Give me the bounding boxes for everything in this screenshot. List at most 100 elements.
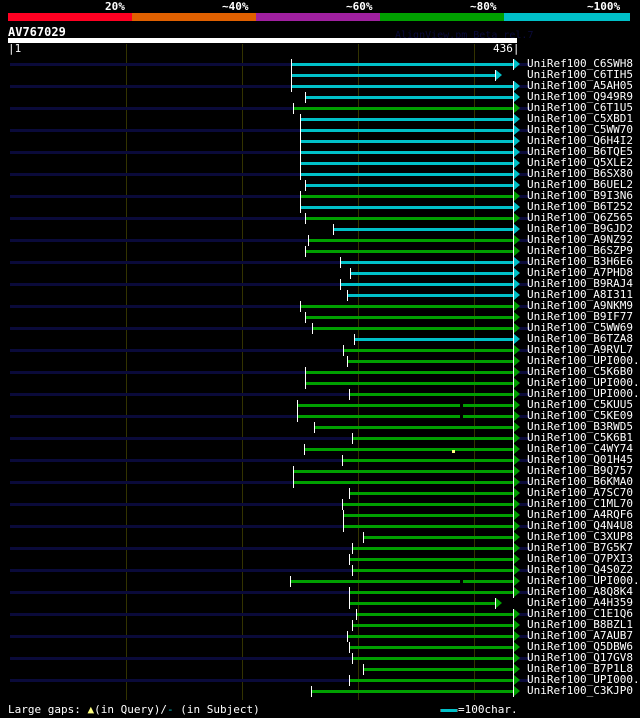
hit-row[interactable]: UniRef100_C6T1U5 [0,101,640,114]
alignment-bar[interactable] [303,448,513,451]
hit-row[interactable]: UniRef100_Q5XLE2 [0,156,640,169]
hit-row[interactable]: UniRef100_C6TIH5 [0,68,640,81]
hit-label[interactable]: UniRef100_Q4N4U8 [527,519,633,532]
alignment-bar[interactable] [346,294,513,297]
alignment-bar[interactable] [349,393,513,396]
alignment-bar[interactable] [332,228,513,231]
alignment-bar[interactable] [350,272,513,275]
hit-row[interactable]: UniRef100_B6TQE5 [0,145,640,158]
hit-label[interactable]: UniRef100_B7G5K7 [527,541,633,554]
hit-row[interactable]: UniRef100_C6SWH8 [0,57,640,70]
alignment-bar[interactable] [289,580,513,583]
alignment-bar[interactable] [352,569,513,572]
hit-row[interactable]: UniRef100_C5WW70 [0,123,640,136]
hit-row[interactable]: UniRef100_B3RWD5 [0,420,640,433]
hit-label[interactable]: UniRef100_Q5XLE2 [527,156,633,169]
hit-label[interactable]: UniRef100_Q6Z565 [527,211,633,224]
alignment-bar[interactable] [293,481,513,484]
hit-row[interactable]: UniRef100_A7AUB7 [0,629,640,642]
alignment-bar[interactable] [314,426,513,429]
alignment-bar[interactable] [352,547,513,550]
hit-label[interactable]: UniRef100_UPI000.. [527,574,640,587]
hit-label[interactable]: UniRef100_B9IF77 [527,310,633,323]
hit-row[interactable]: UniRef100_C4WY74 [0,442,640,455]
hit-label[interactable]: UniRef100_A7SC70 [527,486,633,499]
hit-label[interactable]: UniRef100_B3H6E6 [527,255,633,268]
alignment-bar[interactable] [343,525,513,528]
hit-label[interactable]: UniRef100_B7P1L8 [527,662,633,675]
hit-label[interactable]: UniRef100_B9RAJ4 [527,277,633,290]
alignment-bar[interactable] [290,74,496,77]
hit-label[interactable]: UniRef100_C5K6B0 [527,365,633,378]
alignment-bar[interactable] [349,646,513,649]
hit-label[interactable]: UniRef100_UPI000.. [527,354,640,367]
hit-label[interactable]: UniRef100_C5KE09 [527,409,633,422]
hit-label[interactable]: UniRef100_B9Q757 [527,464,633,477]
alignment-bar[interactable] [362,536,513,539]
hit-label[interactable]: UniRef100_C6T1U5 [527,101,633,114]
alignment-bar[interactable] [339,283,513,286]
hit-label[interactable]: UniRef100_C5KUU5 [527,398,633,411]
hit-label[interactable]: UniRef100_C6SWH8 [527,57,633,70]
hit-label[interactable]: UniRef100_Q5DBW6 [527,640,633,653]
hit-row[interactable]: UniRef100_B6SX80 [0,167,640,180]
hit-label[interactable]: UniRef100_A9NZ92 [527,233,633,246]
hit-label[interactable]: UniRef100_A8I311 [527,288,633,301]
hit-row[interactable]: UniRef100_A5AH05 [0,79,640,92]
hit-label[interactable]: UniRef100_B6TQE5 [527,145,633,158]
alignment-bar[interactable] [304,316,513,319]
hit-row[interactable]: UniRef100_B9I3N6 [0,189,640,202]
alignment-bar[interactable] [300,140,513,143]
hit-label[interactable]: UniRef100_A9RVL7 [527,343,633,356]
hit-row[interactable]: UniRef100_B9GJD2 [0,222,640,235]
hit-label[interactable]: UniRef100_C5XBD1 [527,112,633,125]
alignment-bar[interactable] [343,349,513,352]
hit-label[interactable]: UniRef100_A7AUB7 [527,629,633,642]
alignment-bar[interactable] [304,217,513,220]
hit-row[interactable]: UniRef100_Q17GV8 [0,651,640,664]
hit-label[interactable]: UniRef100_A4H359 [527,596,633,609]
hit-row[interactable]: UniRef100_Q01H45 [0,453,640,466]
hit-row[interactable]: UniRef100_Q4S0Z2 [0,563,640,576]
hit-row[interactable]: UniRef100_B6SZP9 [0,244,640,257]
alignment-bar[interactable] [300,206,513,209]
hit-row[interactable]: UniRef100_A9RVL7 [0,343,640,356]
hit-label[interactable]: UniRef100_C5WW70 [527,123,633,136]
alignment-bar[interactable] [342,503,513,506]
alignment-bar[interactable] [362,668,513,671]
hit-label[interactable]: UniRef100_B6KMA0 [527,475,633,488]
hit-label[interactable]: UniRef100_A4RQF6 [527,508,633,521]
alignment-bar[interactable] [349,591,513,594]
hit-label[interactable]: UniRef100_A8Q8K4 [527,585,633,598]
hit-row[interactable]: UniRef100_UPI000.. [0,673,640,686]
alignment-bar[interactable] [308,239,513,242]
hit-row[interactable]: UniRef100_Q4N4U8 [0,519,640,532]
hit-label[interactable]: UniRef100_Q6H4I2 [527,134,633,147]
hit-row[interactable]: UniRef100_UPI000.. [0,376,640,389]
hit-row[interactable]: UniRef100_C5XBD1 [0,112,640,125]
hit-row[interactable]: UniRef100_B7G5K7 [0,541,640,554]
alignment-bar[interactable] [300,118,513,121]
alignment-bar[interactable] [290,85,513,88]
hit-row[interactable]: UniRef100_B3H6E6 [0,255,640,268]
hit-row[interactable]: UniRef100_B6UEL2 [0,178,640,191]
hit-row[interactable]: UniRef100_A7PHD8 [0,266,640,279]
hit-row[interactable]: UniRef100_C5WW69 [0,321,640,334]
alignment-bar[interactable] [355,613,513,616]
hit-row[interactable]: UniRef100_C5K6B1 [0,431,640,444]
hit-label[interactable]: UniRef100_C4WY74 [527,442,633,455]
hit-row[interactable]: UniRef100_Q7PXI3 [0,552,640,565]
alignment-bar[interactable] [300,129,513,132]
hit-row[interactable]: UniRef100_Q5DBW6 [0,640,640,653]
hit-label[interactable]: UniRef100_B6SX80 [527,167,633,180]
hit-row[interactable]: UniRef100_B9RAJ4 [0,277,640,290]
hit-row[interactable]: UniRef100_A8I311 [0,288,640,301]
alignment-bar[interactable] [296,404,513,407]
hit-label[interactable]: UniRef100_C6TIH5 [527,68,633,81]
hit-label[interactable]: UniRef100_B9GJD2 [527,222,633,235]
alignment-bar[interactable] [300,162,513,165]
hit-row[interactable]: UniRef100_C3XUP8 [0,530,640,543]
alignment-bar[interactable] [300,173,513,176]
hit-row[interactable]: UniRef100_C5KE09 [0,409,640,422]
alignment-bar[interactable] [293,470,513,473]
